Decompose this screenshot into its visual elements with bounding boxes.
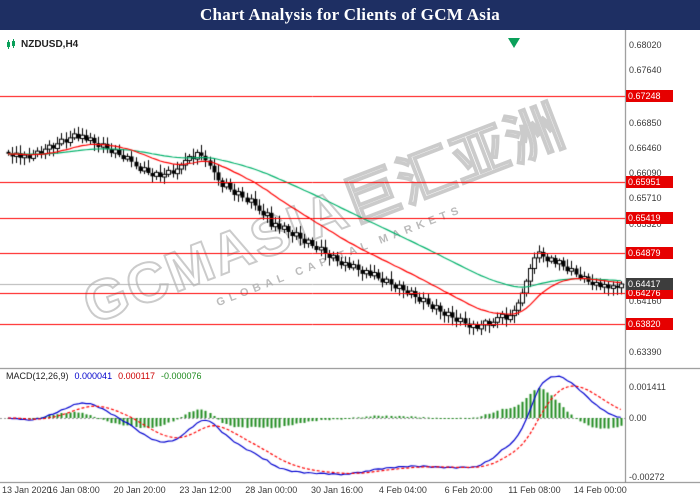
macd-name: MACD(12,26,9) [6, 371, 69, 381]
symbol-timeframe-text: NZDUSD,H4 [21, 39, 79, 50]
candlestick-icon [7, 39, 15, 49]
macd-main-value: 0.000041 [74, 371, 113, 381]
macd-signal-value: 0.000117 [118, 371, 155, 381]
chart-area: GCMASIA巨汇亚洲 GLOBAL CAPITAL MARKETS 0.680… [0, 30, 700, 500]
page-title: Chart Analysis for Clients of GCM Asia [199, 5, 501, 24]
macd-indicator-label: MACD(12,26,9) 0.000041 0.000117 -0.000076 [6, 371, 202, 381]
symbol-timeframe-label: NZDUSD,H4 [6, 39, 78, 50]
macd-histogram-value: -0.000076 [160, 371, 202, 381]
down-arrow-marker [508, 38, 520, 48]
price-chart-canvas[interactable] [0, 30, 700, 500]
header-bar: Chart Analysis for Clients of GCM Asia [0, 0, 700, 30]
